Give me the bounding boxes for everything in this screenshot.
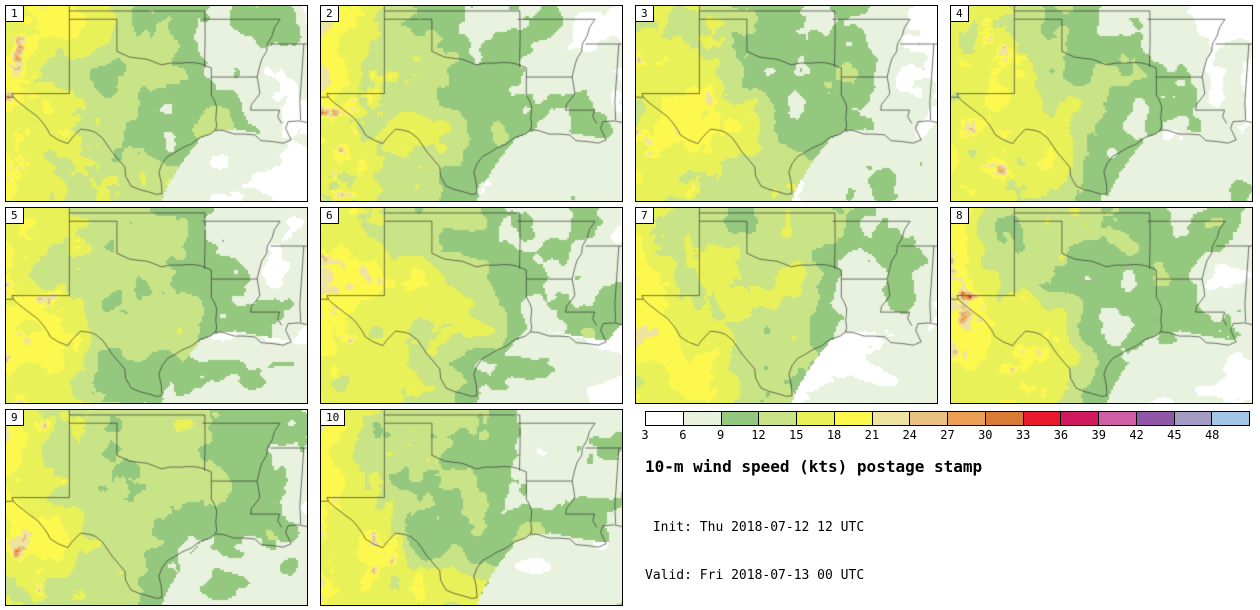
wind-speed-map [6, 208, 307, 403]
colorbar-cell [872, 412, 911, 425]
colorbar-cell [1136, 412, 1175, 425]
ensemble-member-panel: 10 [320, 409, 623, 606]
colorbar-cell [646, 412, 684, 425]
colorbar-tick-label: 27 [940, 428, 955, 442]
colorbar-tick-label: 6 [679, 428, 687, 442]
colorbar-cell [948, 412, 986, 425]
ensemble-member-panel: 5 [5, 207, 308, 404]
wind-speed-map [636, 6, 937, 201]
wind-speed-map [951, 208, 1252, 403]
plot-title: 10-m wind speed (kts) postage stamp [645, 457, 983, 476]
colorbar-tick-label: 36 [1053, 428, 1069, 442]
ensemble-member-panel: 4 [950, 5, 1253, 202]
colorbar-tick-label: 45 [1167, 428, 1182, 442]
ensemble-member-panel: 6 [320, 207, 623, 404]
colorbar-tick-label: 9 [717, 428, 725, 442]
colorbar-tick-row: 3 6 9 12 15 18 21 24 27 30 33 36 39 42 45 48 [641, 428, 1250, 445]
colorbar-cell [683, 412, 722, 425]
colorbar-cell [985, 412, 1024, 425]
colorbar-tick-label: 18 [826, 428, 842, 442]
ensemble-member-panel: 8 [950, 207, 1253, 404]
wind-speed-map [321, 410, 622, 605]
wind-speed-map [951, 6, 1252, 201]
member-number-label: 10 [321, 410, 346, 426]
member-number-label: 5 [6, 208, 24, 224]
colorbar-tick-label: 48 [1204, 428, 1220, 442]
valid-time: Valid: Fri 2018-07-13 00 UTC [645, 568, 865, 583]
colorbar-tick-label: 42 [1129, 428, 1144, 442]
ensemble-member-panel: 9 [5, 409, 308, 606]
colorbar-tick-label: 24 [902, 428, 917, 442]
colorbar-tick-label: 30 [978, 428, 993, 442]
colorbar-cell [1212, 412, 1249, 425]
colorbar-tick-label: 12 [751, 428, 766, 442]
member-number-label: 2 [321, 6, 339, 22]
colorbar-tick-label: 3 [641, 428, 649, 442]
wind-speed-map [6, 6, 307, 201]
colorbar-tick-label: 33 [1015, 428, 1031, 442]
ensemble-member-panel: 1 [5, 5, 308, 202]
colorbar [645, 411, 1250, 426]
colorbar-cell [721, 412, 760, 425]
colorbar-cell [834, 412, 873, 425]
colorbar-cell [759, 412, 797, 425]
member-number-label: 1 [6, 6, 24, 22]
member-number-label: 6 [321, 208, 339, 224]
colorbar-tick-label: 15 [789, 428, 804, 442]
wind-speed-map [636, 208, 937, 403]
colorbar-cell [1174, 412, 1213, 425]
colorbar-cell [1099, 412, 1137, 425]
member-number-label: 3 [636, 6, 654, 22]
member-number-label: 9 [6, 410, 24, 426]
member-number-label: 8 [951, 208, 969, 224]
wind-speed-map [6, 410, 307, 605]
ensemble-member-panel: 7 [635, 207, 938, 404]
time-info: Init: Thu 2018-07-12 12 UTC Valid: Fri 2… [645, 488, 1250, 610]
colorbar-cell [910, 412, 948, 425]
ensemble-member-panel: 2 [320, 5, 623, 202]
legend-block: 3 6 9 12 15 18 21 24 27 30 33 36 39 42 45 48 10-m wind … [641, 411, 1250, 610]
wind-speed-map [321, 6, 622, 201]
member-number-label: 7 [636, 208, 654, 224]
colorbar-cell [797, 412, 835, 425]
colorbar-tick-label: 39 [1091, 428, 1106, 442]
colorbar-tick-label: 21 [864, 428, 880, 442]
ensemble-member-panel: 3 [635, 5, 938, 202]
init-time: Init: Thu 2018-07-12 12 UTC [645, 520, 865, 535]
member-number-label: 4 [951, 6, 969, 22]
colorbar-cell [1023, 412, 1062, 425]
wind-speed-map [321, 208, 622, 403]
colorbar-cell [1061, 412, 1099, 425]
